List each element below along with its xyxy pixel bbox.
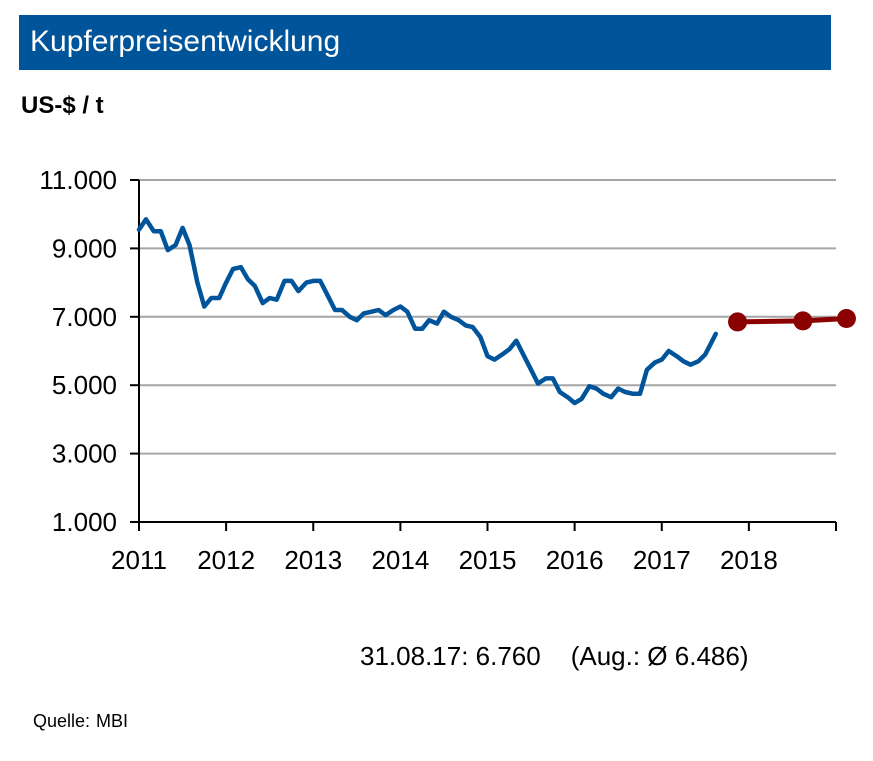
y-tick-label: 1.000 [52, 507, 117, 537]
forecast-line [735, 316, 849, 325]
y-tick-labels: 1.000 3.000 5.000 7.000 9.000 11.000 [39, 165, 117, 537]
forecast-point [836, 309, 856, 329]
y-tick-label: 5.000 [52, 370, 117, 400]
x-tick-label: 2016 [546, 545, 604, 575]
source-value: MBI [96, 711, 129, 731]
x-tick-label: 2015 [459, 545, 517, 575]
y-tick-label: 7.000 [52, 302, 117, 332]
footnote: 31.08.17: 6.760 (Aug.: Ø 6.486) [360, 641, 748, 672]
title-bar: Kupferpreisentwicklung [19, 15, 831, 70]
chart-title: Kupferpreisentwicklung [30, 25, 341, 58]
x-tick-labels: 2011 2012 2013 2014 2015 2016 2017 2018 [111, 545, 778, 575]
forecast-point [728, 312, 748, 332]
price-history-line [136, 217, 719, 406]
x-tick-label: 2012 [197, 545, 255, 575]
x-tick-label: 2017 [633, 545, 691, 575]
y-tick-label: 9.000 [52, 233, 117, 263]
footnote-average: (Aug.: Ø 6.486) [570, 641, 749, 671]
forecast-point [793, 311, 813, 331]
footnote-date-value: 31.08.17: 6.760 [360, 641, 541, 671]
source-note: Quelle: MBI [33, 711, 128, 732]
x-tick-label: 2013 [284, 545, 342, 575]
x-tick-label: 2011 [111, 545, 167, 575]
y-unit-label: US-$ / t [21, 92, 104, 119]
axes [130, 179, 837, 531]
source-label: Quelle: [33, 711, 91, 731]
y-tick-label: 3.000 [52, 439, 117, 469]
series-lines [136, 217, 856, 406]
x-tick-label: 2014 [371, 545, 429, 575]
y-tick-label: 11.000 [39, 165, 117, 195]
grid-lines [139, 179, 836, 455]
price-chart: 1.000 3.000 5.000 7.000 9.000 11.000 2011 2012… [39, 165, 856, 575]
x-tick-label: 2018 [720, 545, 778, 575]
